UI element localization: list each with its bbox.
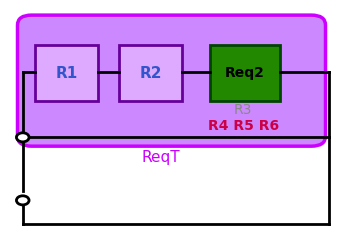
Text: R1: R1 bbox=[55, 66, 78, 81]
Text: ReqT: ReqT bbox=[142, 150, 180, 165]
Text: Req2: Req2 bbox=[225, 66, 265, 80]
Circle shape bbox=[16, 133, 29, 142]
Text: R4 R5 R6: R4 R5 R6 bbox=[208, 119, 279, 133]
Text: R3: R3 bbox=[234, 103, 252, 117]
Text: R2: R2 bbox=[139, 66, 162, 81]
FancyBboxPatch shape bbox=[210, 45, 280, 101]
FancyBboxPatch shape bbox=[35, 45, 98, 101]
FancyBboxPatch shape bbox=[119, 45, 182, 101]
Circle shape bbox=[16, 196, 29, 205]
FancyBboxPatch shape bbox=[18, 15, 326, 146]
